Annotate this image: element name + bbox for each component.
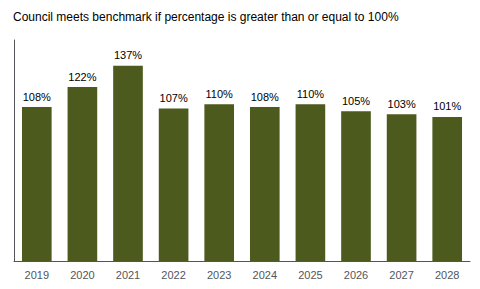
svg-text:Council meets benchmark if per: Council meets benchmark if percentage is…: [13, 10, 399, 24]
svg-text:107%: 107%: [160, 92, 188, 104]
svg-text:2025: 2025: [298, 269, 322, 281]
svg-text:2024: 2024: [253, 269, 277, 281]
svg-text:108%: 108%: [251, 91, 279, 103]
svg-text:108%: 108%: [23, 91, 51, 103]
svg-text:2020: 2020: [70, 269, 94, 281]
svg-text:2028: 2028: [435, 269, 459, 281]
svg-text:2023: 2023: [207, 269, 231, 281]
svg-text:2019: 2019: [25, 269, 49, 281]
svg-text:101%: 101%: [433, 100, 461, 112]
svg-text:137%: 137%: [114, 49, 142, 61]
svg-text:122%: 122%: [68, 71, 96, 83]
svg-text:2021: 2021: [116, 269, 140, 281]
svg-text:110%: 110%: [206, 88, 234, 100]
svg-text:2027: 2027: [389, 269, 413, 281]
svg-text:2026: 2026: [344, 269, 368, 281]
svg-text:110%: 110%: [297, 88, 325, 100]
svg-text:103%: 103%: [388, 98, 416, 110]
svg-text:2022: 2022: [161, 269, 185, 281]
svg-text:105%: 105%: [342, 95, 370, 107]
